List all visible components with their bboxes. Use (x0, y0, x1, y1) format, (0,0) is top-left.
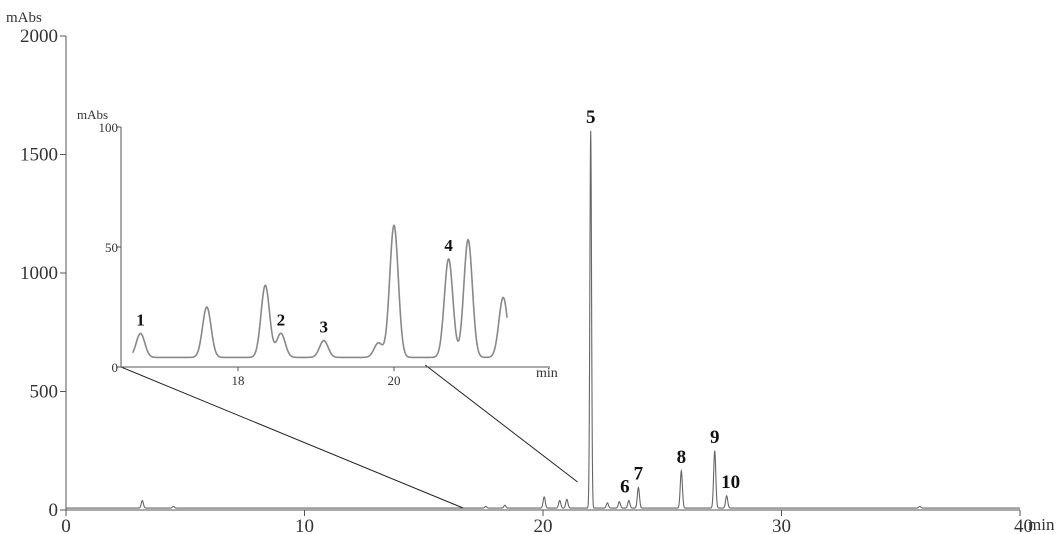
inset-x-tick-label: 20 (388, 373, 401, 388)
inset-y-tick-label: 50 (105, 240, 118, 255)
main-trace-line (66, 130, 1020, 509)
main-peak-label-8: 8 (677, 447, 687, 468)
inset-y-axis-unit: mAbs (77, 107, 108, 122)
inset-peak-labels: 1 2 3 4 (136, 236, 453, 337)
main-y-tick-label: 500 (30, 382, 59, 403)
zoom-connector-left (120, 366, 464, 509)
inset-y-tick-label: 0 (112, 360, 119, 375)
inset-x-ticks: 18 20 (232, 367, 401, 388)
main-peak-label-7: 7 (634, 463, 644, 484)
main-y-axis-unit: mAbs (6, 10, 42, 26)
main-peak-label-9: 9 (710, 427, 720, 448)
main-x-ticks: 0 10 20 30 40 (61, 510, 1033, 534)
inset-y-tick-label: 100 (99, 120, 119, 135)
inset-x-tick-label: 18 (232, 373, 245, 388)
main-x-tick-label: 30 (772, 516, 791, 534)
inset-y-ticks: 0 50 100 (99, 120, 121, 375)
main-peak-labels: 5 67 8 9 10 (586, 107, 740, 498)
zoom-connector-right (424, 364, 578, 483)
main-x-tick-label: 40 (1014, 516, 1033, 534)
main-peak-label-6: 6 (620, 477, 630, 498)
inset-peak-label-2: 2 (277, 310, 286, 329)
inset-peak-label-4: 4 (444, 236, 453, 255)
main-x-axis-unit: min (1028, 515, 1055, 534)
main-peak-label-10: 10 (721, 472, 740, 493)
main-y-tick-label: 0 (49, 500, 59, 521)
main-x-tick-label: 0 (61, 516, 71, 534)
main-y-tick-label: 2000 (20, 26, 58, 47)
main-y-tick-label: 1500 (20, 145, 58, 166)
main-y-ticks: 0 500 1000 1500 2000 (20, 26, 66, 521)
main-peak-label-5: 5 (586, 107, 596, 128)
main-x-tick-label: 10 (295, 516, 314, 534)
inset-peak-label-1: 1 (136, 310, 145, 329)
inset-peak-label-3: 3 (320, 318, 329, 337)
main-y-tick-label: 1000 (20, 263, 58, 284)
inset-x-axis-unit: min (536, 366, 558, 381)
main-x-tick-label: 20 (534, 516, 553, 534)
inset-trace-line (131, 224, 508, 359)
